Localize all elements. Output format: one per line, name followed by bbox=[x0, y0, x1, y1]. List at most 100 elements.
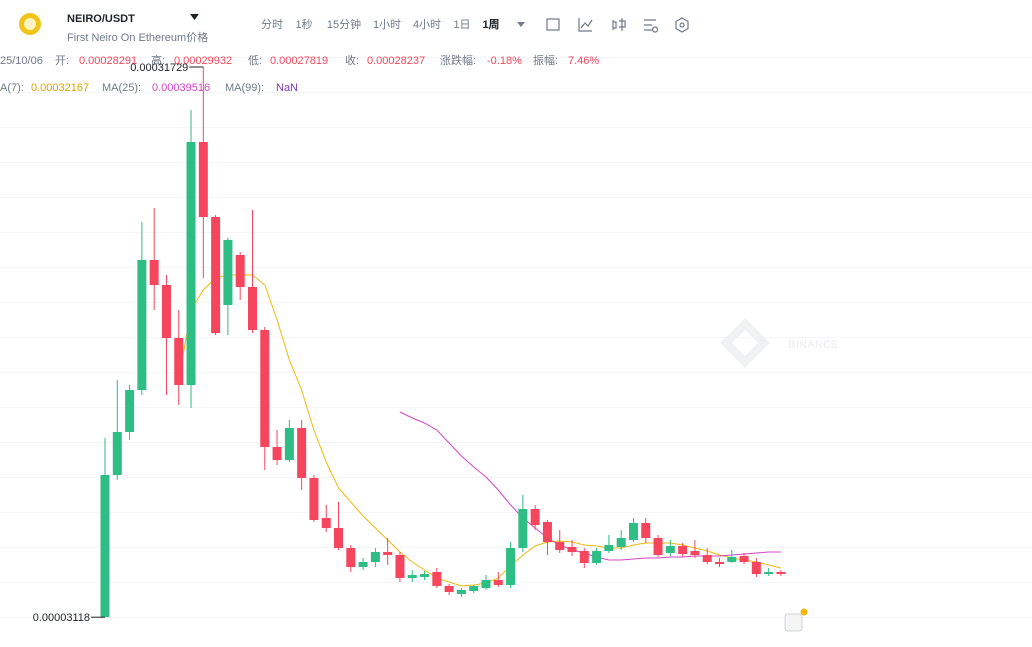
candle-body bbox=[653, 538, 663, 555]
icon-hexagon[interactable] bbox=[675, 17, 689, 33]
min-label: 0.00003118 bbox=[33, 612, 90, 624]
candle-body bbox=[407, 575, 417, 578]
candle-body bbox=[469, 586, 479, 591]
stat-value: 7.46% bbox=[568, 55, 599, 67]
candle-body bbox=[370, 552, 380, 562]
candle-body bbox=[739, 556, 749, 562]
interval-tab[interactable]: 1秒 bbox=[295, 17, 312, 31]
candle-body bbox=[198, 142, 208, 217]
candle-body bbox=[383, 552, 393, 555]
stat-label: 低: bbox=[248, 54, 262, 67]
candle-body bbox=[211, 217, 221, 333]
icon-candle[interactable] bbox=[612, 18, 626, 31]
pair-dropdown[interactable] bbox=[190, 14, 199, 20]
ma-value: 0.00032167 bbox=[31, 82, 89, 94]
candle-body bbox=[690, 551, 700, 555]
candle-body bbox=[727, 557, 737, 562]
stat-label: 振幅: bbox=[533, 53, 558, 67]
scroll-latest[interactable] bbox=[784, 613, 803, 632]
watermark: BINANCE bbox=[720, 318, 838, 368]
candle-body bbox=[678, 546, 688, 554]
candle-body bbox=[616, 538, 626, 547]
interval-tab[interactable]: 分时 bbox=[261, 18, 283, 31]
candle-body bbox=[628, 523, 638, 540]
stat-value: 0.00028291 bbox=[79, 55, 137, 67]
candle-body bbox=[161, 285, 171, 338]
watermark-text: BINANCE bbox=[788, 339, 838, 351]
candle-body bbox=[272, 447, 282, 460]
interval-tab[interactable]: 1小时 bbox=[373, 18, 401, 31]
candle-body bbox=[432, 572, 442, 586]
candle-body bbox=[235, 255, 245, 287]
candle-body bbox=[518, 509, 528, 548]
candle-body bbox=[284, 428, 294, 460]
candle-body bbox=[702, 555, 712, 562]
ma-line bbox=[399, 411, 781, 561]
candle-body bbox=[247, 287, 257, 330]
stat-value: 0.00028237 bbox=[367, 55, 425, 67]
stat-label: 高: bbox=[151, 53, 165, 67]
candle-date: 25/10/06 bbox=[0, 55, 43, 67]
max-label: 0.00031729 bbox=[130, 62, 188, 74]
stat-label: 收: bbox=[345, 53, 359, 67]
candle-body bbox=[542, 522, 552, 542]
candle-body bbox=[604, 545, 614, 551]
candle-body bbox=[592, 551, 602, 563]
candle-body bbox=[567, 547, 577, 552]
ma-value: NaN bbox=[276, 82, 298, 94]
stat-value: 0.00027819 bbox=[270, 55, 328, 67]
ma-label: A(7): bbox=[0, 82, 24, 94]
candle-body bbox=[456, 590, 466, 594]
candle-body bbox=[321, 518, 331, 528]
pair-title[interactable]: NEIRO/USDT bbox=[67, 13, 135, 25]
candle-body bbox=[358, 562, 368, 567]
stat-label: 开: bbox=[55, 55, 69, 67]
candle-body bbox=[186, 142, 196, 385]
candle-body bbox=[149, 260, 159, 285]
candle-body bbox=[309, 478, 319, 520]
stat-value: -0.18% bbox=[487, 55, 522, 67]
notify-dot bbox=[800, 608, 808, 616]
candle-body bbox=[100, 475, 110, 617]
pair-subtitle[interactable]: First Neiro On Ethereum价格 bbox=[67, 30, 208, 44]
candle-body bbox=[297, 428, 307, 478]
candle-body bbox=[751, 562, 761, 574]
candle-body bbox=[506, 548, 516, 585]
candle-body bbox=[493, 580, 503, 585]
ma-label: MA(99): bbox=[225, 82, 264, 94]
candle-body bbox=[579, 551, 589, 563]
ma-value: 0.00039516 bbox=[152, 82, 210, 94]
candle-body bbox=[260, 330, 270, 447]
interval-tab[interactable]: 1日 bbox=[453, 19, 470, 31]
candle-body bbox=[764, 572, 774, 574]
icon-calendar[interactable] bbox=[546, 18, 560, 31]
header-bg bbox=[0, 0, 1032, 46]
candle-body bbox=[641, 523, 651, 538]
candle-body bbox=[346, 548, 356, 567]
icon-indicator[interactable] bbox=[578, 18, 593, 32]
candle-body bbox=[223, 240, 233, 305]
stat-value: 0.00029932 bbox=[174, 55, 232, 67]
candle-body bbox=[420, 574, 430, 577]
candle-body bbox=[174, 338, 184, 385]
interval-tab[interactable]: 1周 bbox=[482, 18, 499, 31]
more-intervals[interactable] bbox=[517, 22, 525, 27]
interval-tab[interactable]: 15分钟 bbox=[327, 17, 361, 31]
icon-settings[interactable] bbox=[644, 19, 659, 33]
candle-body bbox=[137, 260, 147, 390]
candle-body bbox=[776, 572, 786, 574]
candle-body bbox=[444, 586, 454, 592]
coin-logo-inner bbox=[24, 18, 36, 30]
watermark-logo bbox=[720, 318, 770, 368]
candle-body bbox=[125, 390, 135, 432]
candle-body bbox=[334, 528, 344, 548]
stat-label: 涨跌幅: bbox=[440, 53, 476, 67]
candle-body bbox=[530, 509, 540, 525]
candle-body bbox=[112, 432, 122, 475]
interval-tab[interactable]: 4小时 bbox=[413, 18, 441, 31]
candle-body bbox=[555, 542, 565, 550]
candle-body bbox=[715, 562, 724, 564]
ma-label: MA(25): bbox=[102, 82, 141, 94]
